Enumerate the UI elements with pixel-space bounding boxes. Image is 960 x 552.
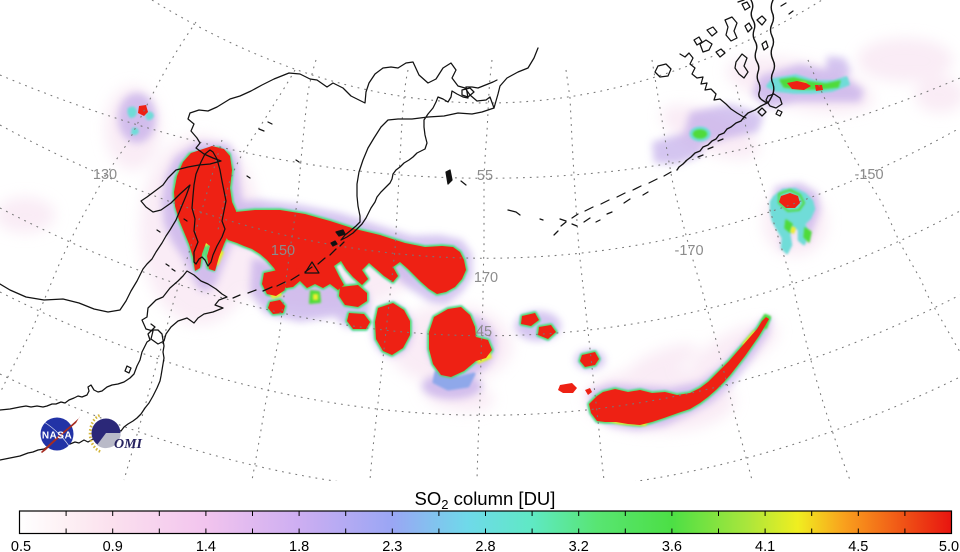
svg-text:-170: -170: [674, 243, 703, 259]
svg-text:2.3: 2.3: [382, 539, 402, 552]
svg-text:170: 170: [474, 270, 498, 286]
svg-text:3.2: 3.2: [569, 539, 589, 552]
svg-text:2.8: 2.8: [475, 539, 495, 552]
svg-text:1.4: 1.4: [196, 539, 216, 552]
svg-text:5.0: 5.0: [939, 539, 959, 552]
svg-text:150: 150: [271, 243, 295, 259]
svg-text:130: 130: [93, 167, 117, 183]
svg-text:OMI: OMI: [114, 437, 143, 452]
svg-text:NASA: NASA: [42, 431, 72, 442]
svg-text:55: 55: [477, 168, 493, 184]
svg-text:1.8: 1.8: [289, 539, 309, 552]
svg-text:45: 45: [476, 324, 492, 340]
svg-text:-150: -150: [854, 167, 883, 183]
svg-text:0.9: 0.9: [103, 539, 123, 552]
svg-text:4.5: 4.5: [848, 539, 868, 552]
svg-text:3.6: 3.6: [662, 539, 682, 552]
svg-text:SO2 column [DU]: SO2 column [DU]: [415, 488, 556, 512]
svg-text:0.5: 0.5: [11, 539, 31, 552]
svg-text:4.1: 4.1: [755, 539, 775, 552]
